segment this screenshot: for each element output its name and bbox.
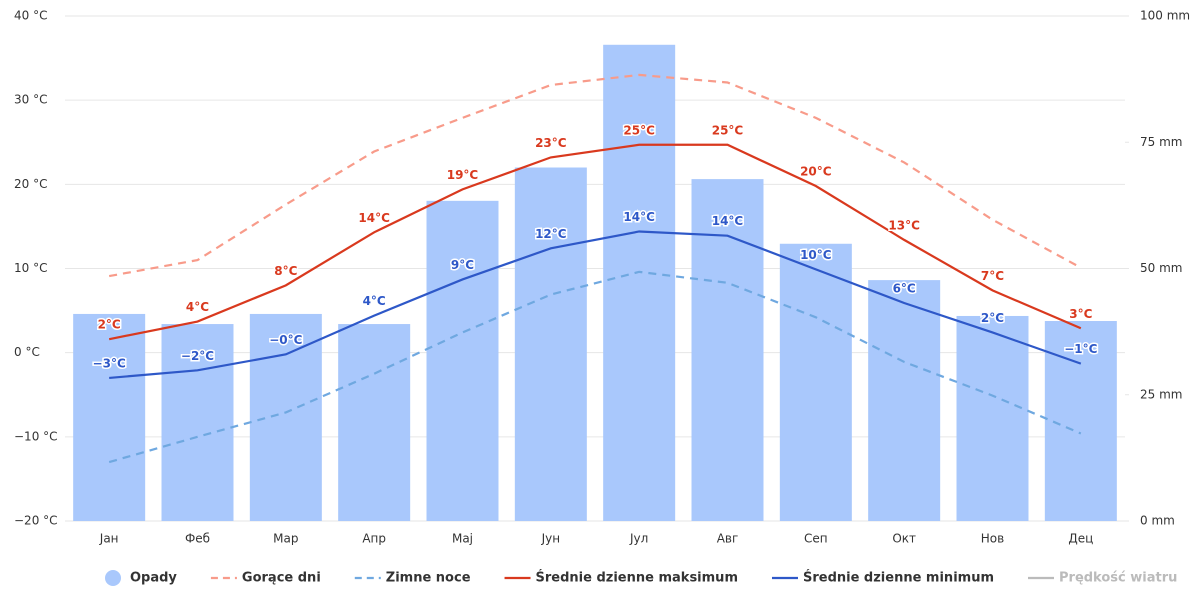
x-tick-label: Јун [541,532,561,546]
y-tick-label: 20 °C [14,177,47,191]
data-label: 20°C [800,165,832,179]
x-tick-label: Јул [629,532,648,546]
x-tick-label: Авг [717,532,739,546]
y2-tick-label: 0 mm [1140,514,1175,528]
bar [514,167,587,521]
y2-tick-label: 100 mm [1140,9,1190,23]
bar [338,324,411,521]
x-tick-label: Мај [452,532,473,546]
legend-label[interactable]: Średnie dzienne maksimum [536,570,738,586]
y2-tick-label: 25 mm [1140,387,1182,401]
line [108,73,1082,278]
data-label: 6°C [893,282,916,296]
x-tick-label: Нов [981,532,1004,546]
bar [426,200,499,521]
bar [691,179,764,522]
x-tick-label: Феб [185,532,210,546]
bar [249,313,322,521]
y-tick-label: 30 °C [14,93,47,107]
legend-label[interactable]: Gorące dni [242,571,321,586]
data-label: 2°C [98,318,121,332]
legend-symbol [105,570,121,586]
line [109,230,1082,380]
bar [73,313,146,521]
x-tick-label: Јан [99,532,119,546]
legend-label[interactable]: Średnie dzienne minimum [803,570,994,586]
data-label: 19°C [447,168,479,182]
data-label: −1°C [1064,342,1097,356]
line [108,143,1082,341]
data-label: 4°C [363,294,386,308]
data-label: 25°C [623,123,655,137]
data-label: 2°C [981,311,1004,325]
data-label: 4°C [186,300,209,314]
bar [779,243,852,521]
data-label: 12°C [535,227,567,241]
data-label: 10°C [800,248,832,262]
data-label: 3°C [1069,307,1092,321]
data-label: 8°C [274,264,297,278]
y-tick-label: 10 °C [14,261,47,275]
data-label: 25°C [712,123,744,137]
y-tick-label: 0 °C [14,345,40,359]
x-tick-label: Апр [362,532,386,546]
x-tick-label: Мар [273,532,298,546]
line [108,270,1082,464]
y2-tick-label: 50 mm [1140,261,1182,275]
bar [868,280,941,521]
y2-tick-label: 75 mm [1140,135,1182,149]
data-label: −0°C [269,333,302,347]
x-tick-label: Окт [892,532,916,546]
bar [161,324,234,521]
data-label: 14°C [623,210,655,224]
data-label: 9°C [451,258,474,272]
data-label: 14°C [712,214,744,228]
legend-label[interactable]: Prędkość wiatru [1059,571,1177,586]
data-label: 7°C [981,269,1004,283]
data-label: −2°C [181,349,214,363]
data-label: 23°C [535,136,567,150]
data-label: 14°C [358,211,390,225]
bar [603,44,676,521]
x-tick-label: Дец [1068,532,1093,546]
legend-label[interactable]: Zimne noce [386,571,471,586]
data-label: 13°C [888,218,920,232]
bar [956,315,1029,521]
x-tick-label: Сеп [804,532,828,546]
y-tick-label: −10 °C [14,429,58,443]
y-tick-label: −20 °C [14,514,58,528]
y-tick-label: 40 °C [14,9,47,23]
legend-label[interactable]: Opady [130,571,177,586]
data-label: −3°C [93,356,126,370]
